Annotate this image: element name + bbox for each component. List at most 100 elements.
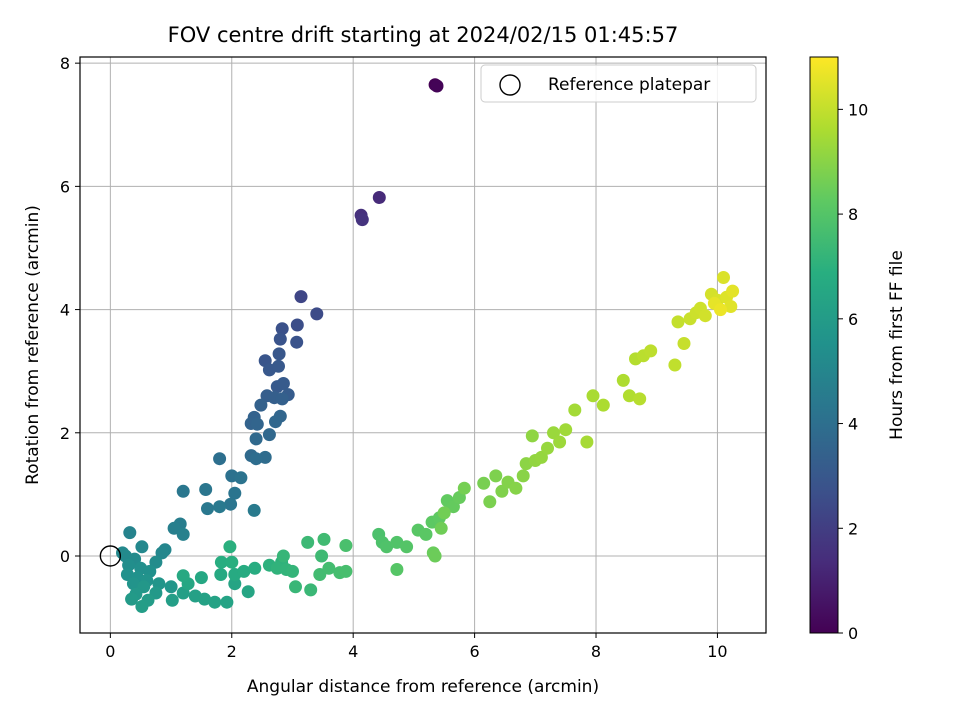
data-point: [633, 392, 647, 406]
data-point: [559, 423, 573, 437]
colorbar: 0 2 4 6 8 10 Hours from first FF file: [809, 56, 907, 643]
x-tick-label: 8: [591, 642, 601, 661]
y-tick-label: 8: [60, 54, 70, 73]
colorbar-label: Hours from first FF file: [887, 250, 907, 440]
data-point: [516, 469, 530, 483]
data-point: [275, 322, 289, 336]
data-point: [249, 452, 263, 466]
data-point: [126, 577, 140, 591]
data-point: [547, 426, 560, 440]
data-point: [580, 435, 594, 449]
data-point: [208, 595, 222, 609]
data-point: [437, 506, 451, 520]
data-point: [149, 555, 163, 569]
data-point: [198, 592, 211, 606]
data-point: [254, 398, 268, 412]
data-point: [276, 549, 290, 563]
colorbar-tick-label: 10: [848, 100, 868, 119]
data-point: [276, 377, 290, 390]
data-point: [249, 432, 263, 446]
data-point: [120, 568, 134, 581]
data-point: [290, 335, 304, 349]
data-point: [123, 526, 137, 540]
data-point: [125, 592, 139, 606]
reference-marker: [99, 545, 122, 567]
data-point: [339, 564, 353, 578]
y-tick-label: 6: [60, 177, 70, 196]
data-point: [400, 540, 414, 554]
data-point: [165, 593, 179, 607]
data-point: [228, 577, 242, 591]
data-point: [339, 539, 353, 552]
data-point: [419, 527, 433, 541]
legend-marker: [499, 74, 521, 96]
data-point: [541, 441, 554, 455]
data-point: [199, 483, 213, 496]
data-point: [534, 450, 548, 464]
data-point: [214, 555, 228, 569]
data-point: [717, 271, 730, 284]
y-tick-label: 4: [60, 301, 70, 320]
data-point: [290, 318, 304, 332]
data-point: [135, 540, 149, 554]
data-point: [315, 549, 329, 563]
data-point: [275, 392, 289, 406]
data-point: [201, 502, 214, 516]
data-point: [668, 358, 682, 372]
data-point: [220, 595, 234, 609]
data-point: [372, 191, 386, 204]
data-point: [446, 500, 460, 514]
data-point: [489, 469, 503, 483]
data-point: [272, 359, 285, 373]
data-point: [428, 549, 442, 563]
data-point: [726, 284, 740, 298]
data-point: [269, 415, 282, 429]
data-point: [286, 564, 299, 578]
colorbar-ticks: 0 2 4 6 8 10: [838, 100, 868, 643]
data-point: [724, 300, 738, 313]
data-point: [390, 535, 404, 549]
data-point: [430, 79, 444, 93]
data-point: [457, 481, 471, 495]
plot-frame: [79, 56, 767, 634]
data-point: [247, 503, 261, 517]
data-point: [301, 535, 315, 549]
data-point: [310, 307, 324, 321]
data-point: [616, 373, 630, 387]
colorbar-tick-label: 4: [848, 415, 858, 434]
data-point: [317, 532, 331, 546]
data-point: [477, 476, 491, 490]
data-point: [313, 568, 327, 581]
data-point: [225, 555, 239, 569]
data-point: [304, 583, 318, 597]
data-point: [322, 561, 336, 575]
data-point: [272, 347, 286, 361]
data-point: [248, 561, 262, 575]
legend: Reference platepar: [480, 64, 757, 103]
data-point: [568, 403, 582, 417]
y-axis-label: Rotation from reference (arcmin): [23, 205, 43, 485]
data-point: [483, 495, 497, 509]
data-point: [164, 580, 178, 594]
legend-box: [480, 64, 757, 103]
colorbar-gradient: [809, 56, 839, 634]
data-point: [596, 398, 610, 412]
y-axis-ticks: 0 2 4 6 8: [60, 54, 80, 566]
data-point: [224, 497, 238, 511]
data-point: [677, 337, 691, 350]
data-point: [586, 389, 600, 403]
data-point: [622, 389, 636, 403]
data-point: [135, 600, 149, 613]
data-point: [214, 568, 228, 581]
reference-point: [99, 545, 122, 567]
grid-lines: [80, 57, 766, 633]
y-tick-label: 0: [60, 547, 70, 566]
data-points: [116, 78, 740, 613]
data-point: [644, 344, 658, 358]
colorbar-tick-label: 2: [848, 519, 858, 538]
data-point: [509, 481, 523, 495]
data-point: [553, 435, 567, 449]
colorbar-tick-label: 6: [848, 310, 858, 329]
data-point: [262, 428, 276, 442]
